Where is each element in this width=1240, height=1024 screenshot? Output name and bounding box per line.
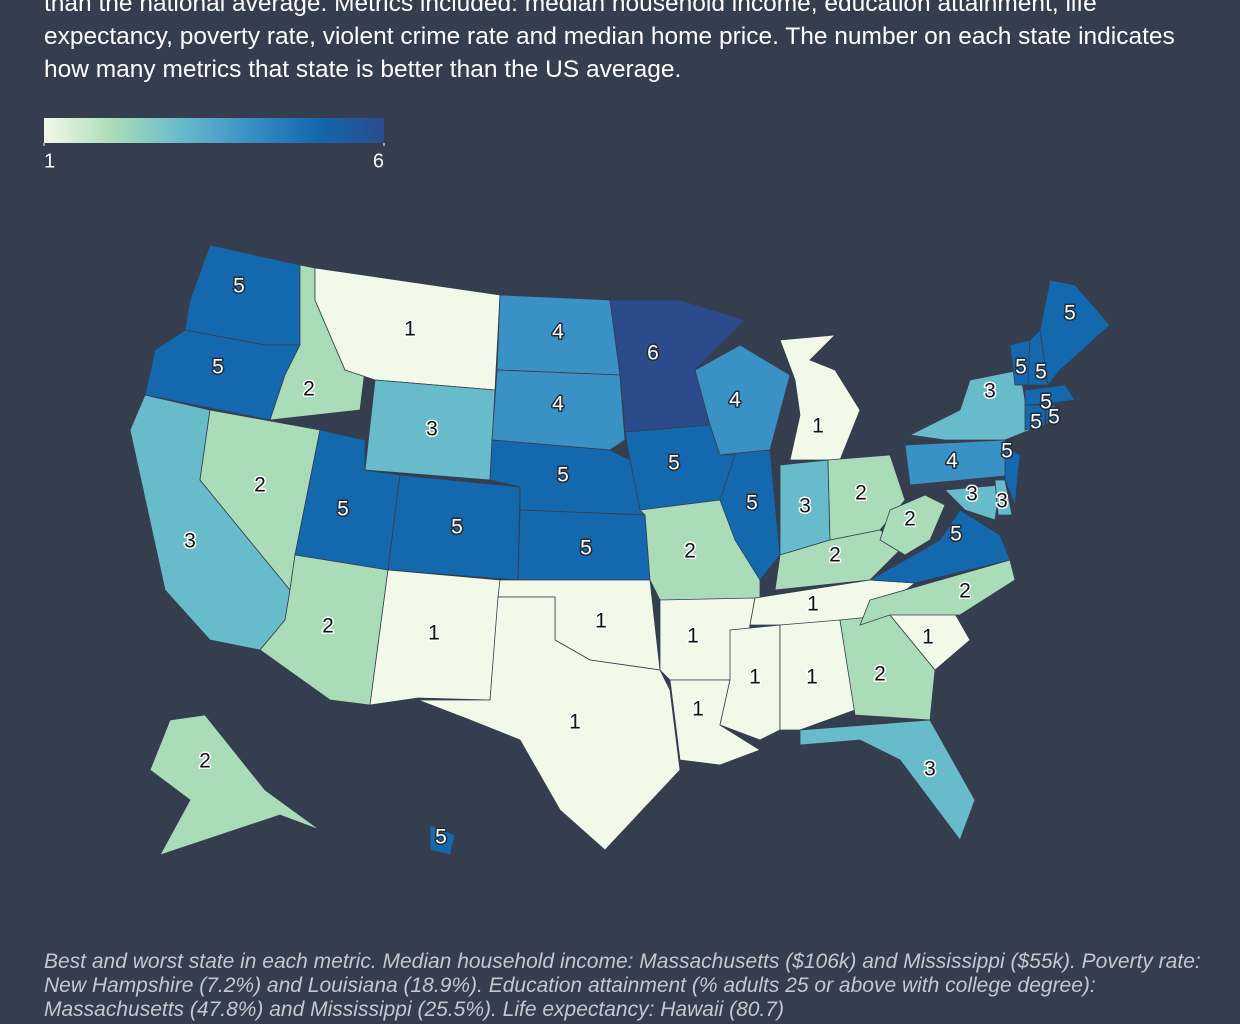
state [149,714,321,856]
state-label: 6 [647,342,659,365]
state [429,824,456,856]
state-label: 5 [746,492,758,515]
state-label: 5 [1048,406,1060,429]
state-label: 5 [557,464,569,487]
state-label: 2 [855,482,867,505]
title: than the national average. Metrics inclu… [44,0,1175,83]
state [1045,404,1056,426]
state [868,509,1011,584]
state [417,596,681,851]
state-label: 5 [212,356,224,379]
state-label: 1 [807,593,819,616]
state-label: 4 [552,393,564,416]
state-label: 5 [1064,302,1076,325]
state-label: 1 [687,625,699,648]
state-label: 1 [595,610,607,633]
state [1024,404,1046,431]
state [994,479,1013,516]
state-label: 3 [984,380,996,403]
state-label: 5 [950,523,962,546]
state [491,369,626,451]
state-label: 5 [1040,391,1052,414]
state-label: 3 [799,495,811,518]
state [944,484,1001,521]
state-label: 4 [552,321,564,344]
state-label: 5 [451,516,463,539]
state [719,449,781,581]
state-label: 2 [904,508,916,531]
state-label: 5 [1001,440,1013,463]
colorbar-tick-label: 1 [44,150,55,172]
state-label: 3 [924,758,936,781]
state-label: 5 [337,498,349,521]
state-label: 2 [254,474,266,497]
state-label: 2 [199,750,211,773]
state-label: 1 [428,622,440,645]
state-label: 2 [959,580,971,603]
state-label: 3 [996,490,1008,513]
state-label: 1 [806,666,818,689]
state-label: 4 [729,389,741,412]
state-label: 5 [435,826,447,849]
state [1024,384,1076,406]
state-label: 5 [233,275,245,298]
state [1039,279,1111,386]
state-label: 5 [580,537,592,560]
state-label: 3 [966,483,978,506]
state-label: 2 [829,544,841,567]
state-label: 2 [322,615,334,638]
state-label: 1 [922,626,934,649]
state-label: 5 [1015,356,1027,379]
state [369,569,501,706]
colorbar [44,118,384,143]
state [1004,444,1021,506]
state [904,439,1016,486]
state-label: 5 [1030,411,1042,434]
colorbar-tick-label: 6 [373,150,384,172]
state-label: 3 [184,530,196,553]
state [779,334,861,461]
state-label: 4 [946,450,958,473]
state-label: 5 [668,452,680,475]
state-label: 2 [684,540,696,563]
state-label: 5 [1035,361,1047,384]
state-label: 1 [569,711,581,734]
state-label: 1 [812,415,824,438]
footnote: Best and worst state in each metric. Med… [44,950,1201,1021]
state [779,619,856,731]
state-label: 1 [692,698,704,721]
states [129,244,1111,856]
state [799,719,976,841]
state-label: 2 [303,378,315,401]
state-label: 1 [749,666,761,689]
state-label: 1 [404,318,416,341]
state [879,494,946,556]
state-label: 3 [426,418,438,441]
state [908,369,1031,441]
state-label: 2 [874,663,886,686]
